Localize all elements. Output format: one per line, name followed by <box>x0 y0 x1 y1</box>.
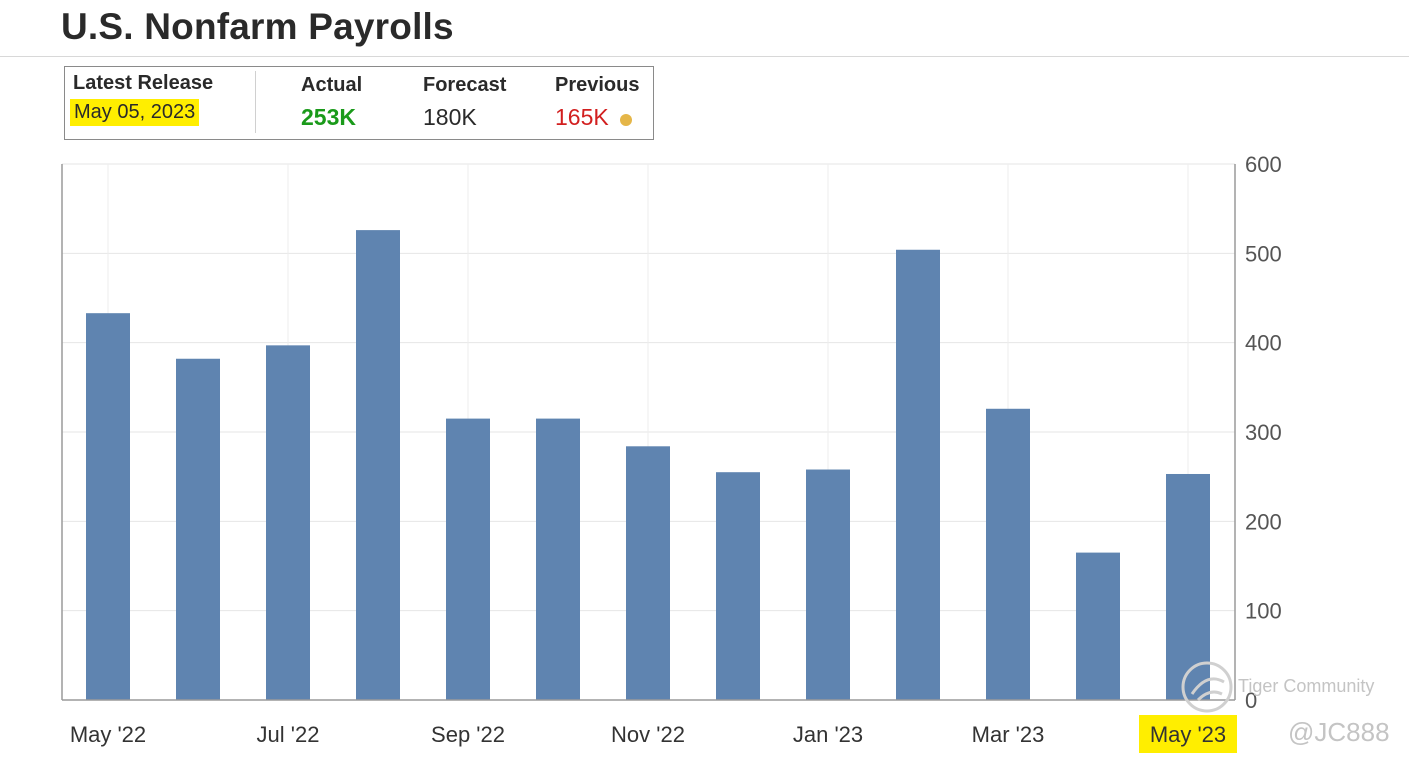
bar-6 <box>626 446 670 700</box>
release-panel-divider <box>255 71 256 133</box>
y-tick-label-2: 200 <box>1245 509 1282 534</box>
bar-0 <box>86 313 130 700</box>
forecast-label: Forecast <box>423 74 507 96</box>
y-tick-label-6: 600 <box>1245 152 1282 177</box>
release-date: May 05, 2023 <box>70 99 200 126</box>
x-tick-label-2: Sep '22 <box>431 722 505 747</box>
y-tick-label-1: 100 <box>1245 599 1282 624</box>
bar-2 <box>266 345 310 700</box>
x-tick-label-5: Mar '23 <box>972 722 1045 747</box>
y-tick-label-5: 500 <box>1245 241 1282 266</box>
tiger-logo-icon <box>1181 661 1233 713</box>
previous-label: Previous <box>555 74 640 96</box>
bar-8 <box>806 469 850 700</box>
bar-1 <box>176 358 220 700</box>
actual-value: 253K <box>301 104 356 130</box>
x-tick-label-1: Jul '22 <box>257 722 320 747</box>
latest-release-label: Latest Release <box>73 72 214 94</box>
y-tick-label-4: 400 <box>1245 331 1282 356</box>
y-tick-label-0: 0 <box>1245 688 1257 713</box>
page-title: U.S. Nonfarm Payrolls <box>61 6 454 47</box>
x-tick-label-6: May '23 <box>1150 722 1226 747</box>
previous-value: 165K <box>555 104 609 130</box>
x-tick-label-0: May '22 <box>70 722 146 747</box>
actual-label: Actual <box>301 74 363 96</box>
x-tick-label-4: Jan '23 <box>793 722 863 747</box>
bar-11 <box>1076 552 1120 700</box>
bar-5 <box>536 418 580 700</box>
y-tick-label-3: 300 <box>1245 420 1282 445</box>
forecast-value: 180K <box>423 104 477 130</box>
bar-9 <box>896 249 940 700</box>
x-tick-highlight <box>1139 715 1237 753</box>
watermark-text: Tiger Community <box>1238 676 1375 696</box>
bar-4 <box>446 418 490 700</box>
x-tick-label-3: Nov '22 <box>611 722 685 747</box>
bar-10 <box>986 408 1030 700</box>
bar-7 <box>716 472 760 700</box>
title-divider <box>0 56 1409 57</box>
revision-dot-icon <box>620 114 632 126</box>
bar-3 <box>356 230 400 700</box>
latest-release-panel: Latest Release May 05, 2023 Actual 253K … <box>64 66 654 140</box>
watermark-handle: @JC888 <box>1288 717 1390 747</box>
